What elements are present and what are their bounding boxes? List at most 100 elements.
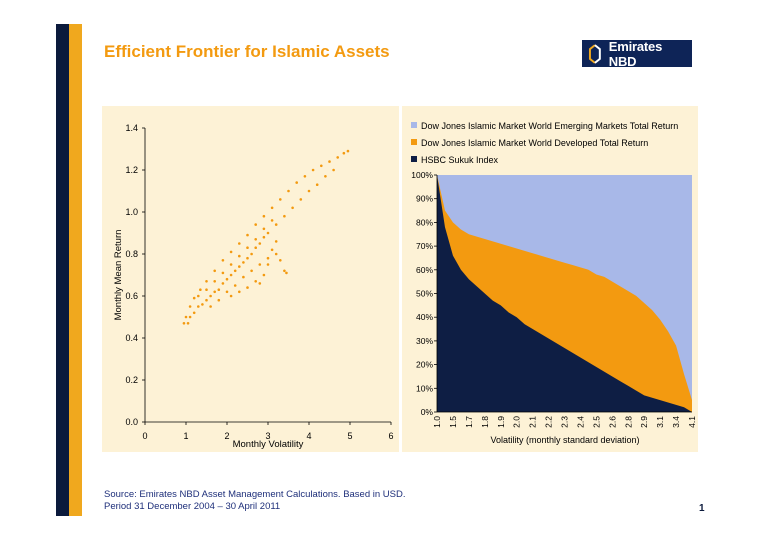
scatter-point	[342, 151, 346, 155]
area-x-tick-label: 1.5	[448, 416, 458, 428]
scatter-point	[266, 263, 270, 266]
scatter-point	[274, 240, 278, 243]
scatter-point	[262, 227, 266, 231]
area-x-tick-label: 2.5	[591, 416, 601, 428]
area-y-tick-label: 40%	[416, 312, 433, 322]
scatter-point	[266, 231, 270, 235]
area-y-tick-label: 100%	[411, 170, 433, 180]
scatter-point	[238, 254, 241, 258]
scatter-point	[262, 235, 266, 239]
area-y-tick-label: 70%	[416, 241, 433, 251]
legend-swatch-developed	[411, 139, 417, 145]
scatter-x-tick-label: 4	[306, 431, 311, 441]
area-y-ticks: 0% 10% 20% 30% 40% 50% 60% 70% 80% 90% 100%	[411, 170, 437, 417]
scatter-point	[197, 305, 200, 308]
scatter-y-ticks: 0.0 0.2 0.4 0.6 0.8 1.0 1.2 1.4	[125, 123, 145, 427]
area-y-tick-label: 80%	[416, 217, 433, 227]
scatter-point	[229, 250, 233, 254]
scatter-point	[217, 288, 221, 292]
scatter-point	[233, 284, 237, 287]
scatter-point	[346, 149, 350, 153]
scatter-point	[186, 322, 190, 325]
scatter-point	[201, 303, 204, 306]
scatter-x-tick-label: 6	[388, 431, 393, 441]
scatter-point	[307, 189, 311, 193]
scatter-point	[182, 322, 186, 325]
area-series-sukuk	[437, 175, 692, 412]
scatter-point	[262, 214, 266, 218]
scatter-point	[279, 198, 282, 201]
area-x-tick-label: 2.6	[607, 416, 617, 428]
emirates-nbd-logo: Emirates NBD	[582, 39, 692, 69]
scatter-point	[238, 242, 241, 245]
scatter-point	[332, 168, 335, 172]
scatter-point	[217, 298, 221, 302]
scatter-point	[283, 269, 286, 273]
scatter-y-tick-label: 0.2	[125, 375, 138, 385]
scatter-point	[328, 160, 331, 163]
scatter-y-axis-label: Monthly Mean Return	[113, 230, 124, 321]
area-y-tick-label: 50%	[416, 289, 433, 299]
scatter-point	[320, 164, 323, 168]
scatter-point	[311, 168, 315, 172]
scatter-point	[229, 273, 233, 277]
page-number: 1	[699, 503, 705, 514]
scatter-point	[274, 252, 278, 256]
scatter-x-tick-label: 0	[142, 431, 147, 441]
scatter-point	[246, 233, 249, 237]
side-accent-bar-navy	[56, 24, 69, 516]
scatter-point	[287, 189, 290, 193]
area-y-tick-label: 30%	[416, 336, 433, 346]
legend-label-developed: Dow Jones Islamic Market World Developed…	[421, 138, 648, 148]
scatter-point	[283, 214, 286, 218]
source-line: Source: Emirates NBD Asset Management Ca…	[104, 489, 406, 500]
scatter-panel	[102, 106, 399, 452]
scatter-y-tick-label: 1.0	[125, 207, 138, 217]
scatter-y-tick-label: 1.4	[125, 123, 138, 133]
scatter-point	[225, 290, 229, 294]
area-x-tick-label: 1.0	[432, 416, 442, 428]
scatter-point	[197, 294, 200, 298]
scatter-point	[246, 286, 249, 289]
scatter-point	[221, 282, 225, 285]
area-legend: Dow Jones Islamic Market World Emerging …	[411, 121, 678, 165]
scatter-point	[213, 290, 216, 294]
scatter-point	[250, 252, 253, 256]
scatter-point	[246, 246, 249, 249]
scatter-point	[213, 280, 216, 283]
scatter-point	[262, 273, 266, 277]
scatter-point	[254, 238, 257, 241]
scatter-point	[209, 305, 212, 308]
area-x-tick-label: 3.1	[655, 416, 665, 428]
scatter-point	[274, 223, 278, 226]
scatter-point	[254, 246, 257, 249]
scatter-point	[192, 311, 196, 315]
scatter-point	[242, 275, 245, 279]
area-x-tick-label: 2.2	[544, 416, 554, 428]
area-x-tick-label: 2.8	[623, 416, 633, 428]
scatter-point	[246, 256, 249, 260]
area-y-tick-label: 0%	[421, 407, 434, 417]
logo-mark-icon	[588, 43, 601, 64]
scatter-point	[324, 175, 327, 178]
legend-swatch-sukuk	[411, 156, 417, 162]
area-x-axis-label: Volatility (monthly standard deviation)	[490, 435, 639, 445]
area-x-tick-label: 2.0	[512, 416, 522, 428]
area-x-tick-label: 2.4	[575, 416, 585, 428]
area-x-tick-label: 2.3	[560, 416, 570, 428]
scatter-y-tick-label: 0.6	[125, 291, 138, 301]
scatter-y-tick-label: 0.8	[125, 249, 138, 259]
scatter-point	[233, 269, 237, 273]
scatter-point	[221, 259, 225, 262]
scatter-point	[279, 259, 282, 262]
scatter-point	[242, 261, 245, 264]
scatter-point	[229, 294, 233, 298]
scatter-point	[270, 219, 274, 222]
area-x-tick-label: 1.8	[480, 416, 490, 428]
legend-label-sukuk: HSBC Sukuk Index	[421, 155, 499, 165]
area-y-tick-label: 10%	[416, 383, 433, 393]
scatter-point	[295, 181, 299, 184]
scatter-point	[192, 296, 196, 300]
scatter-point	[258, 263, 262, 266]
legend-label-emerging: Dow Jones Islamic Market World Emerging …	[421, 121, 678, 131]
